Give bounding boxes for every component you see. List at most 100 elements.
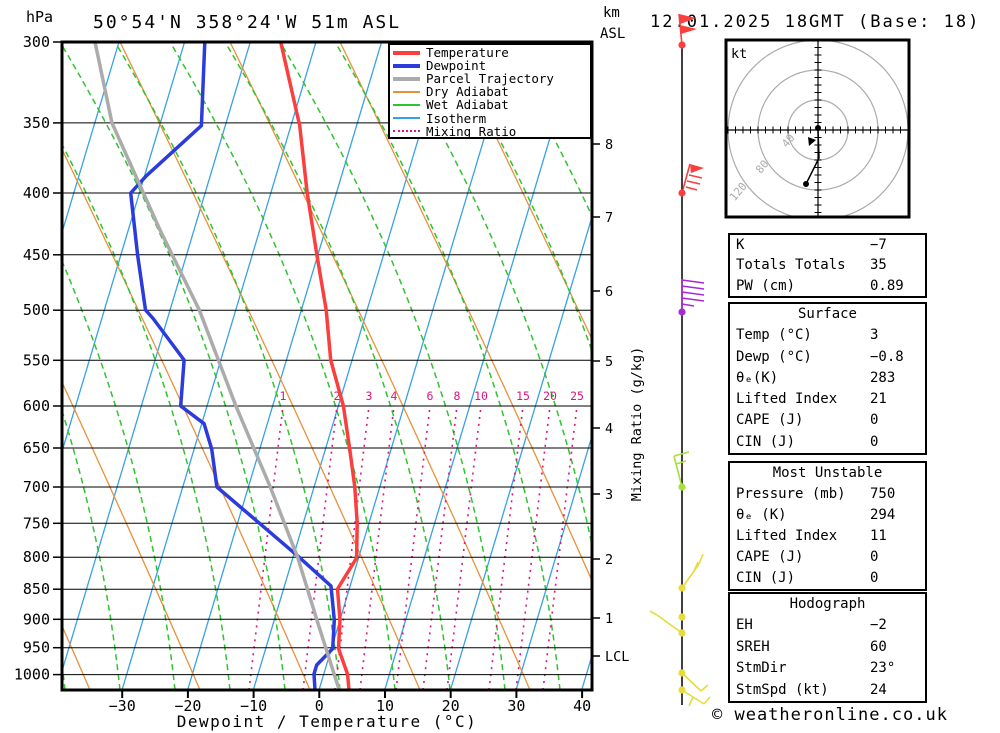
panel-row: CAPE (J) 0: [730, 547, 925, 568]
wind-barb: [678, 686, 711, 707]
pressure-tick-label: 600: [23, 397, 50, 415]
stats-panel-most-unstable: Most Unstable Pressure (mb) 750 θₑ (K) 294 Li…: [728, 461, 927, 591]
mixing-ratio-label: 10: [474, 389, 488, 403]
mixing-ratio-label: 3: [366, 389, 373, 403]
hodograph-ring-label: 80: [753, 157, 771, 176]
panel-row: StmDir 23°: [730, 658, 925, 679]
km-tick-label: 2: [605, 552, 613, 568]
mixing-ratio-line: [302, 405, 338, 690]
panel-row-value: −0.8: [870, 348, 904, 365]
mixing-ratio-label: 20: [543, 389, 557, 403]
panel-row: CIN (J) 0: [730, 432, 925, 453]
wind-barb-column: [649, 13, 711, 707]
km-tick-label: 7: [605, 210, 613, 226]
dewpoint-trace: [128, 42, 337, 690]
panel-row: θₑ (K) 294: [730, 505, 925, 526]
temp-tick-label: 0: [315, 697, 324, 715]
legend-swatch-temperature: [393, 50, 420, 55]
legend-item: Wet Adiabat: [393, 98, 590, 111]
pressure-tick-label: 650: [23, 439, 50, 457]
panel-row-value: 283: [870, 369, 896, 386]
mixing-ratio-line: [395, 405, 431, 690]
mixing-ratio-line: [334, 405, 370, 690]
pressure-tick-label: 950: [23, 639, 50, 657]
panel-row-label: CAPE (J): [736, 412, 804, 429]
legend-swatch-dry-adiabat: [393, 90, 420, 93]
pressure-tick-label: 350: [23, 114, 50, 132]
panel-row-label: EH: [736, 617, 753, 634]
pressure-tick-label: 900: [23, 610, 50, 628]
panel-row-label: StmSpd (kt): [736, 681, 829, 698]
isotherm-line: [384, 42, 580, 690]
temp-tick-label: 30: [507, 697, 525, 715]
copyright: © weatheronline.co.uk: [712, 705, 948, 725]
panel-row-value: 21: [870, 391, 887, 408]
panel-row-label: Lifted Index: [736, 391, 838, 408]
km-tick-label: 8: [605, 137, 613, 153]
wind-barb: [649, 610, 686, 637]
panel-row-value: 0: [870, 549, 879, 565]
temp-tick-label: 10: [376, 697, 394, 715]
legend-swatch-parcel-trajectory: [393, 76, 420, 81]
wet-adiabat-line: [334, 42, 561, 690]
panel-row: Totals Totals 35: [730, 255, 925, 275]
panel-row-value: −2: [870, 617, 887, 634]
legend-label: Temperature: [426, 45, 509, 61]
wet-adiabat-line: [389, 42, 592, 549]
mixing-ratio-line: [515, 405, 551, 690]
stats-panel-surface: Surface Temp (°C) 3 Dewp (°C) −0.8 θₑ(K) 283 Li…: [728, 302, 927, 455]
wind-barb: [678, 553, 704, 592]
hodograph-border: [724, 38, 911, 219]
pressure-tick-label: 550: [23, 351, 50, 369]
wind-barb: [678, 163, 704, 197]
legend-swatch-isotherm: [393, 117, 420, 120]
km-tick-label: 3: [605, 487, 613, 503]
hodograph-point: [803, 181, 809, 187]
panel-row: K −7: [730, 235, 925, 255]
pressure-tick-label: 400: [23, 184, 50, 202]
legend-swatch-mixing-ratio: [393, 130, 420, 133]
isotherm-line: [318, 42, 514, 690]
panel-row-value: 24: [870, 681, 887, 698]
mixing-ratio-label: 15: [516, 389, 530, 403]
panel-row-label: Totals Totals: [736, 257, 846, 274]
pressure-axis-unit: hPa: [26, 8, 54, 26]
panel-row: SREH 60: [730, 637, 925, 658]
isotherm-line: [62, 42, 251, 674]
panel-row: Lifted Index 11: [730, 526, 925, 547]
mixing-ratio-line: [488, 405, 524, 690]
isotherm-line: [449, 214, 592, 690]
pressure-tick-label: 1000: [14, 666, 50, 684]
dry-adiabat-line: [62, 380, 201, 690]
legend-label: Isotherm: [426, 110, 487, 126]
panel-row-value: 0: [870, 570, 879, 586]
panel-row-label: PW (cm): [736, 277, 796, 294]
wet-adiabat-line: [62, 408, 121, 690]
mixing-ratio-label: 2: [334, 389, 341, 403]
pressure-tick-label: 300: [23, 33, 50, 51]
parcel-trajectory-trace: [93, 42, 342, 690]
stats-panel: K −7 Totals Totals 35 PW (cm) 0.89: [728, 233, 927, 298]
dry-adiabat-line: [229, 42, 531, 690]
panel-row-value: 60: [870, 638, 887, 655]
km-tick-label: 6: [605, 284, 613, 300]
pressure-tick-label: 500: [23, 301, 50, 319]
panel-row-value: 35: [870, 257, 887, 274]
panel-title: Hodograph: [789, 596, 866, 612]
wind-barb: [678, 669, 709, 692]
chart-legend: Temperature Dewpoint Parcel Trajectory Dry …: [388, 43, 592, 139]
panel-row-label: CIN (J): [736, 570, 796, 586]
panel-row: Dewp (°C) −0.8: [730, 347, 925, 368]
wet-adiabat-line: [224, 42, 451, 690]
altitude-axis-unit-asl: ASL: [600, 26, 626, 42]
panel-row-value: 750: [870, 486, 896, 502]
panel-row-value: 3: [870, 327, 879, 344]
stats-panel-hodograph: Hodograph EH −2 SREH 60 StmDir 23° StmSpd (kt) 2…: [728, 592, 927, 703]
panel-row-label: CAPE (J): [736, 549, 804, 565]
hodograph-ring-label: 40: [779, 131, 797, 150]
legend-item: Mixing Ratio: [393, 125, 590, 138]
pressure-tick-label: 450: [23, 246, 50, 264]
km-tick-label: 5: [605, 354, 613, 370]
